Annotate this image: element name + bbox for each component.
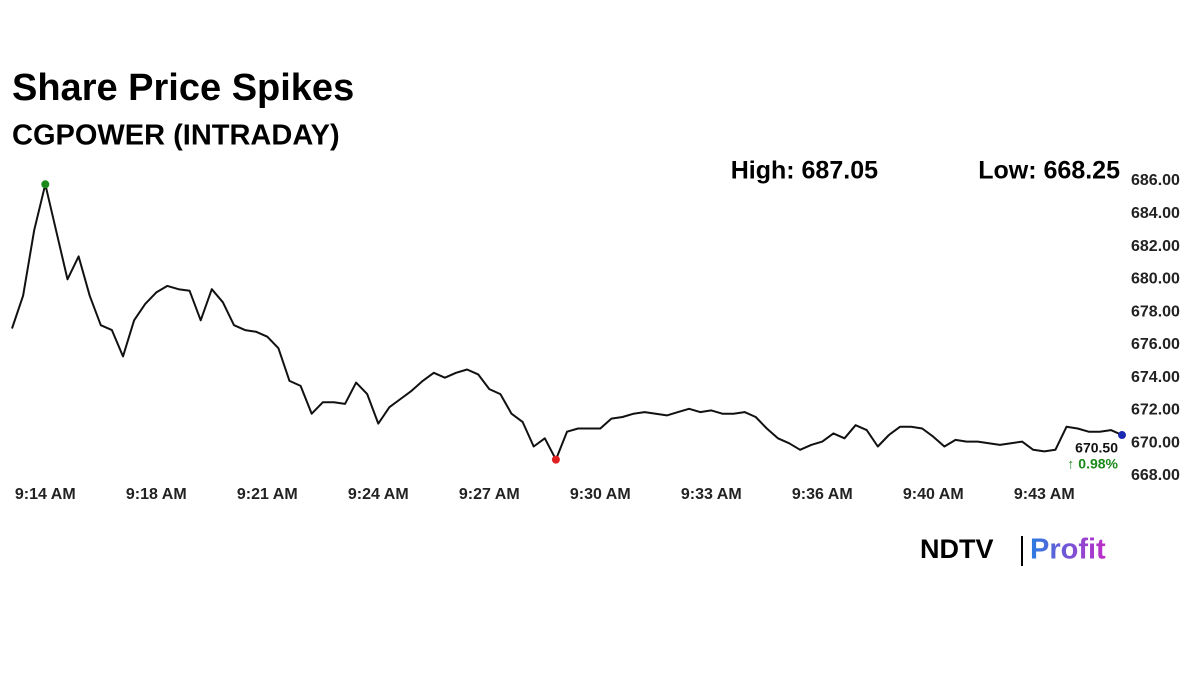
y-tick-label: 682.00 [1131, 238, 1180, 255]
x-tick-label: 9:18 AM [126, 486, 187, 503]
high-marker [41, 180, 50, 189]
x-tick-label: 9:21 AM [237, 486, 298, 503]
x-tick-label: 9:27 AM [459, 486, 520, 503]
chart-subtitle: CGPOWER (INTRADAY) [12, 120, 340, 152]
y-tick-label: 672.00 [1131, 402, 1180, 419]
logo-right: Profit [1030, 534, 1106, 566]
change-label: ↑ 0.98% [1067, 456, 1118, 472]
y-tick-label: 680.00 [1131, 271, 1180, 288]
low-label: Low: 668.25 [978, 157, 1120, 185]
price-line [11, 183, 1123, 461]
y-tick-label: 678.00 [1131, 303, 1180, 320]
y-tick-label: 674.00 [1131, 369, 1180, 386]
logo: NDTV Profit [920, 534, 1106, 566]
x-tick-label: 9:14 AM [15, 486, 76, 503]
y-tick-label: 686.00 [1131, 172, 1180, 189]
logo-left: NDTV [920, 534, 994, 564]
y-tick-label: 684.00 [1131, 205, 1180, 222]
high-label: High: 687.05 [731, 157, 878, 185]
chart-title: Share Price Spikes [12, 67, 354, 109]
x-tick-label: 9:40 AM [903, 486, 964, 503]
x-tick-label: 9:36 AM [792, 486, 853, 503]
y-tick-label: 676.00 [1131, 336, 1180, 353]
low-marker [551, 455, 560, 464]
y-tick-label: 668.00 [1131, 467, 1180, 484]
last-marker [1118, 431, 1126, 440]
y-tick-label: 670.00 [1131, 434, 1180, 451]
x-tick-label: 9:24 AM [348, 486, 409, 503]
last-price: 670.50 [1075, 440, 1118, 456]
x-tick-label: 9:33 AM [681, 486, 742, 503]
x-tick-label: 9:30 AM [570, 486, 631, 503]
x-tick-label: 9:43 AM [1014, 486, 1075, 503]
